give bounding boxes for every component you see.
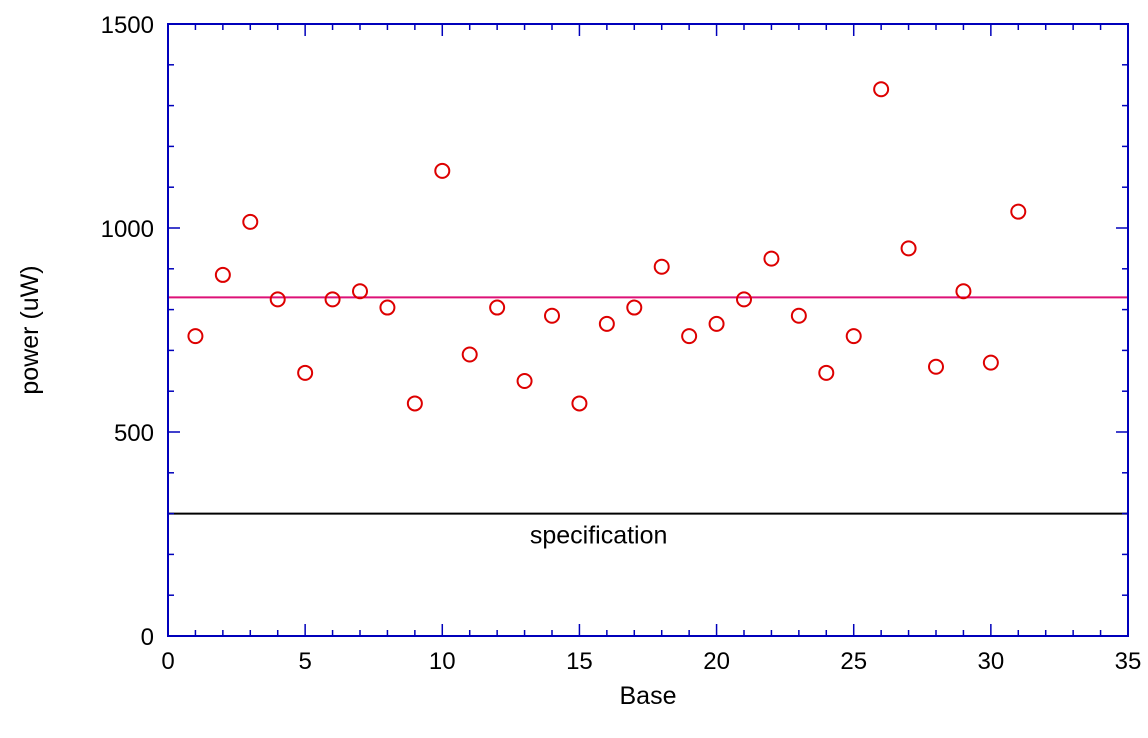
x-tick-label: 25: [840, 648, 867, 675]
data-point: [845, 328, 862, 345]
data-point: [763, 250, 780, 267]
tick-labels: 0 5 10 15 20 25 30 35 0 500 1000 1500: [101, 12, 1142, 675]
y-tick-label: 500: [114, 420, 154, 447]
y-tick-label: 0: [141, 624, 154, 651]
y-axis-label: power (uW): [16, 265, 44, 394]
y-tick-label: 1500: [101, 12, 154, 39]
data-point: [269, 291, 286, 308]
data-point: [571, 395, 588, 412]
data-point: [187, 328, 204, 345]
x-axis-label: Base: [620, 682, 677, 710]
data-point: [379, 299, 396, 316]
data-point: [406, 395, 423, 412]
data-point: [653, 258, 670, 275]
data-point: [873, 81, 890, 98]
plot-frame: [167, 23, 1129, 637]
x-tick-label: 0: [161, 648, 174, 675]
data-point: [928, 358, 944, 375]
data-point: [516, 373, 533, 389]
data-point: [544, 307, 560, 324]
data-point: [434, 162, 451, 179]
specification-label: specification: [530, 522, 668, 550]
x-tick-label: 35: [1115, 648, 1142, 675]
data-point: [982, 354, 999, 371]
x-tick-label: 5: [298, 648, 311, 675]
data-point: [242, 213, 259, 230]
data-point: [489, 299, 506, 316]
axis-ticks: [167, 23, 1129, 637]
data-point: [736, 291, 752, 308]
data-point: [681, 328, 698, 345]
data-point: [352, 283, 368, 300]
data-point: [626, 299, 643, 316]
y-tick-label: 1000: [101, 216, 154, 243]
data-point: [708, 315, 725, 332]
data-point: [461, 346, 478, 363]
data-point: [955, 283, 972, 300]
x-tick-label: 10: [429, 648, 456, 675]
x-tick-label: 15: [566, 648, 593, 675]
data-point: [297, 364, 314, 381]
data-point: [818, 364, 835, 381]
data-points: [187, 81, 1027, 412]
data-point: [598, 315, 615, 332]
data-point: [790, 307, 807, 324]
data-point: [214, 266, 231, 283]
data-point: [900, 240, 917, 257]
x-tick-label: 20: [703, 648, 730, 675]
reference-lines: [168, 296, 1128, 515]
data-point: [324, 291, 341, 308]
data-point: [1010, 203, 1027, 220]
x-tick-label: 30: [978, 648, 1005, 675]
